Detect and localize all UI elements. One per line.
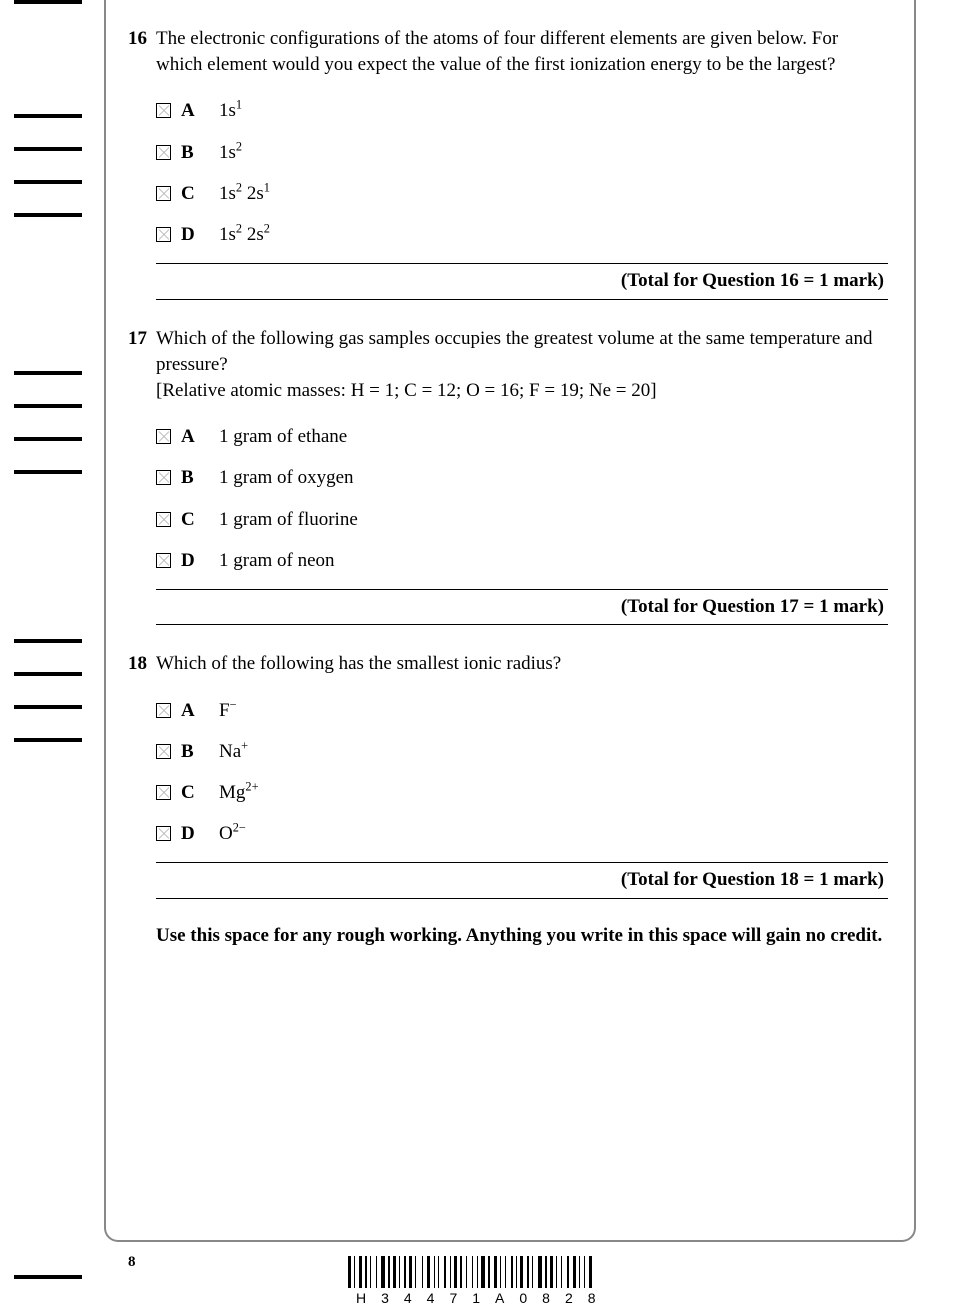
checkbox-icon[interactable]: [156, 227, 171, 242]
option-text: F−: [219, 698, 237, 724]
option-C[interactable]: C1 gram of fluorine: [156, 507, 888, 533]
option-text: 1 gram of oxygen: [219, 465, 354, 491]
total-marks: (Total for Question 18 = 1 mark): [156, 862, 888, 898]
option-text: 1 gram of fluorine: [219, 507, 358, 533]
option-D[interactable]: D1s2 2s2: [156, 222, 888, 248]
option-letter: D: [181, 548, 219, 574]
option-A[interactable]: AF−: [156, 698, 888, 724]
question-number: 16: [128, 26, 156, 78]
option-B[interactable]: B1s2: [156, 140, 888, 166]
option-B[interactable]: B1 gram of oxygen: [156, 465, 888, 491]
question-18: 18Which of the following has the smalles…: [128, 651, 888, 898]
checkbox-icon[interactable]: [156, 145, 171, 160]
option-letter: A: [181, 98, 219, 124]
option-B[interactable]: BNa+: [156, 739, 888, 765]
checkbox-icon[interactable]: [156, 429, 171, 444]
total-marks: (Total for Question 16 = 1 mark): [156, 263, 888, 299]
total-marks: (Total for Question 17 = 1 mark): [156, 589, 888, 625]
option-text: 1 gram of ethane: [219, 424, 347, 450]
option-text: 1s1: [219, 98, 242, 124]
checkbox-icon[interactable]: [156, 470, 171, 485]
option-C[interactable]: C1s2 2s1: [156, 181, 888, 207]
question-subnote: [Relative atomic masses: H = 1; C = 12; …: [156, 378, 888, 404]
option-text: 1s2: [219, 140, 242, 166]
options-list: AF−BNa+CMg2+DO2−: [156, 698, 888, 848]
options-list: A1s1B1s2C1s2 2s1D1s2 2s2: [156, 98, 888, 248]
option-letter: B: [181, 465, 219, 491]
question-17: 17Which of the following gas samples occ…: [128, 326, 888, 626]
options-list: A1 gram of ethaneB1 gram of oxygenC1 gra…: [156, 424, 888, 574]
checkbox-icon[interactable]: [156, 103, 171, 118]
rough-working-note: Use this space for any rough working. An…: [156, 925, 888, 947]
checkbox-icon[interactable]: [156, 553, 171, 568]
checkbox-icon[interactable]: [156, 826, 171, 841]
option-letter: C: [181, 507, 219, 533]
question-text: The electronic configurations of the ato…: [156, 26, 888, 78]
page: 16The electronic configurations of the a…: [0, 0, 960, 1304]
option-D[interactable]: D1 gram of neon: [156, 548, 888, 574]
option-letter: B: [181, 739, 219, 765]
question-text: Which of the following gas samples occup…: [156, 326, 888, 378]
question-16: 16The electronic configurations of the a…: [128, 26, 888, 300]
option-letter: B: [181, 140, 219, 166]
option-text: Na+: [219, 739, 248, 765]
page-number: 8: [128, 1254, 136, 1271]
option-A[interactable]: A1 gram of ethane: [156, 424, 888, 450]
option-text: O2−: [219, 821, 246, 847]
question-text: Which of the following has the smallest …: [156, 651, 888, 677]
option-letter: C: [181, 780, 219, 806]
option-letter: D: [181, 222, 219, 248]
option-A[interactable]: A1s1: [156, 98, 888, 124]
question-number: 18: [128, 651, 156, 677]
option-C[interactable]: CMg2+: [156, 780, 888, 806]
content-frame: 16The electronic configurations of the a…: [104, 0, 916, 1242]
option-text: 1 gram of neon: [219, 548, 335, 574]
barcode: H34471A0828: [348, 1256, 611, 1306]
checkbox-icon[interactable]: [156, 186, 171, 201]
option-letter: D: [181, 821, 219, 847]
checkbox-icon[interactable]: [156, 785, 171, 800]
option-letter: A: [181, 424, 219, 450]
checkbox-icon[interactable]: [156, 703, 171, 718]
question-number: 17: [128, 326, 156, 378]
option-text: 1s2 2s1: [219, 181, 270, 207]
option-text: 1s2 2s2: [219, 222, 270, 248]
option-D[interactable]: DO2−: [156, 821, 888, 847]
option-letter: A: [181, 698, 219, 724]
checkbox-icon[interactable]: [156, 744, 171, 759]
option-letter: C: [181, 181, 219, 207]
checkbox-icon[interactable]: [156, 512, 171, 527]
option-text: Mg2+: [219, 780, 259, 806]
